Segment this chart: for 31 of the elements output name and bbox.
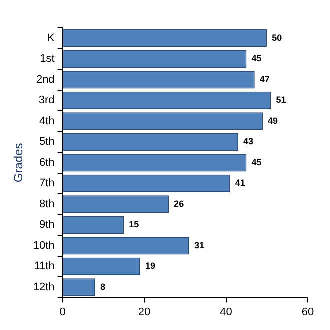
data-label: 15 (129, 220, 140, 230)
y-tick-label: 3rd (38, 94, 55, 107)
y-tick-label: 9th (40, 219, 55, 232)
data-label: 50 (272, 32, 282, 43)
y-tick-label: 6th (40, 156, 55, 169)
data-label: 8 (100, 282, 106, 292)
data-label: 49 (268, 116, 278, 126)
y-axis-title: Grades (12, 143, 26, 183)
data-label: 19 (145, 261, 156, 272)
data-label: 43 (244, 136, 254, 147)
x-tick-label: 20 (138, 306, 151, 318)
y-tick-label: 2nd (36, 74, 55, 86)
y-tick-label: K (47, 32, 56, 44)
x-tick-label: 40 (220, 306, 232, 318)
data-label: 31 (194, 240, 205, 250)
y-tick-label: 10th (33, 240, 55, 252)
y-tick-label: 5th (40, 136, 55, 148)
data-label: 26 (174, 198, 184, 209)
y-tick-label: 12th (33, 281, 55, 294)
y-tick-label: 11th (34, 260, 55, 273)
data-label: 45 (252, 54, 262, 64)
data-label: 51 (276, 95, 286, 106)
x-tick-label: 60 (302, 306, 314, 318)
data-label: 41 (235, 178, 246, 188)
data-label: 45 (252, 157, 262, 168)
data-label: 47 (260, 74, 270, 84)
y-tick-label: 7th (40, 178, 55, 190)
y-tick-label: 1st (40, 53, 55, 66)
y-tick-label: 4th (40, 115, 55, 128)
x-tick-label: 0 (60, 306, 66, 318)
y-tick-label: 8th (40, 198, 55, 210)
